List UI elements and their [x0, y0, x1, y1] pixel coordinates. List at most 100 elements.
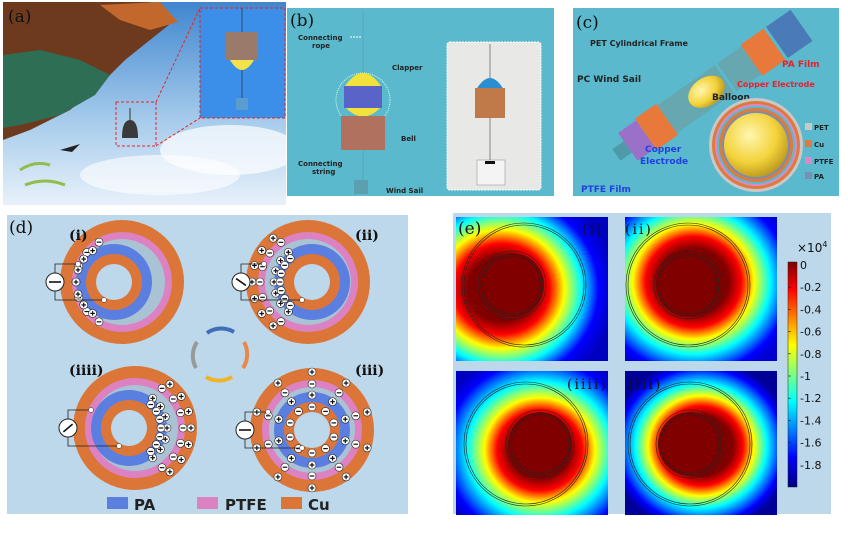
clapper-body [344, 86, 382, 108]
colorbar-tick-label: -1.8 [800, 459, 821, 472]
negative-charge [157, 384, 167, 393]
state-iiii-label: (iiii) [69, 363, 104, 379]
connecting-string-label: Connecting [298, 160, 343, 168]
bell-body [341, 116, 385, 150]
colorbar-multiplier: ×104 [797, 240, 827, 255]
negative-charge [321, 444, 330, 453]
negative-charge [152, 407, 161, 416]
negative-charge [146, 447, 156, 456]
teng-state-iii [235, 367, 374, 493]
electrode-outline [477, 250, 547, 320]
positive-charge [307, 460, 317, 470]
negative-charge [307, 448, 317, 458]
electrode-outline [653, 250, 723, 320]
negative-charge [294, 407, 303, 416]
colorbar-tick-label: -1 [800, 370, 811, 383]
electrode-outline [465, 383, 587, 505]
sail-photo [476, 159, 506, 186]
willow [19, 161, 66, 187]
copper-electrode-bottom [634, 103, 679, 150]
wind-sail-label: Wind Sail [386, 187, 423, 195]
electrode-outline [505, 409, 575, 479]
negative-charge [258, 292, 267, 302]
bell [122, 120, 138, 138]
negative-charge [276, 286, 286, 295]
legend-cu-swatch [281, 497, 302, 509]
negative-charge [176, 408, 185, 418]
colorbar-tick-label: -1.2 [800, 392, 821, 405]
negative-charge [276, 269, 286, 278]
inset-bell [226, 32, 258, 60]
positive-charge [273, 378, 283, 388]
legend-pa-swatch [107, 497, 128, 509]
bell-label: Bell [401, 135, 416, 143]
electrode-outline [658, 255, 718, 315]
negative-charge [334, 388, 344, 398]
negative-charge [265, 306, 275, 316]
negative-charge [334, 462, 344, 472]
negative-charge [275, 277, 285, 287]
negative-charge [329, 432, 339, 442]
cycle-arrow-yellow [204, 375, 234, 383]
balloon-photo [476, 78, 504, 90]
negative-charge [157, 463, 167, 472]
electrode-outline [656, 253, 720, 317]
positive-charge [73, 289, 83, 299]
state-iii-label: (iii) [355, 363, 384, 379]
positive-charge [273, 472, 283, 482]
panel-c-label: (c) [576, 13, 599, 33]
ammeter-circuit [45, 261, 107, 303]
pa-film [766, 9, 813, 59]
positive-charge [176, 392, 186, 401]
electrode-outline [510, 414, 570, 474]
positive-charge [362, 407, 372, 417]
roof-ornament [100, 2, 178, 30]
negative-charge [152, 440, 161, 449]
connecting-string-label-2: string [312, 168, 335, 176]
negative-charge [321, 407, 330, 416]
balloon [688, 75, 725, 109]
copper-electrode-bottom-label-2: Electrode [640, 157, 688, 167]
legend-cu-label: Cu [308, 496, 330, 514]
negative-charge [176, 438, 185, 448]
negative-charge [285, 418, 295, 428]
cycle-arrow-blue [205, 326, 236, 335]
positive-charge [186, 423, 196, 433]
legend-ptfe-label: PTFE [225, 496, 267, 514]
negative-charge [285, 301, 295, 310]
legend-pa: PA [814, 173, 824, 181]
negative-charge [155, 415, 165, 424]
negative-charge [307, 379, 317, 389]
positive-charge [257, 246, 267, 255]
positive-charge [341, 378, 351, 388]
positive-charge [268, 321, 278, 331]
negative-charge [285, 432, 295, 442]
negative-charge [280, 294, 289, 303]
pc-wind-sail [612, 141, 632, 161]
positive-charge [165, 379, 175, 389]
electrode-outline [463, 224, 585, 346]
negative-charge [255, 277, 265, 287]
negative-charge [168, 394, 178, 404]
positive-charge [73, 265, 83, 275]
teng-state-ii [231, 220, 370, 344]
negative-charge [280, 388, 290, 398]
copper-electrode-top-label: Copper Electrode [737, 80, 815, 89]
positive-charge [328, 397, 337, 406]
colorbar-tick-label: -1.4 [800, 414, 821, 427]
copper-electrode-top [740, 28, 786, 76]
negative-charge [329, 418, 339, 428]
exploded-assembly [612, 9, 813, 161]
electrode-outline [660, 414, 720, 474]
panel-d-legend: PA PTFE Cu [107, 496, 330, 514]
legend-pa-label: PA [134, 496, 156, 514]
teng-state-i [45, 220, 184, 344]
positive-charge [250, 261, 259, 270]
positive-charge [184, 440, 193, 449]
potential-heatmap-iiii [456, 371, 608, 515]
positive-charge [362, 443, 372, 453]
panel-e-label: (e) [458, 219, 481, 239]
connecting-rope-label-2: rope [312, 42, 330, 50]
panel-a: (a) [3, 2, 300, 205]
positive-charge [176, 455, 186, 464]
